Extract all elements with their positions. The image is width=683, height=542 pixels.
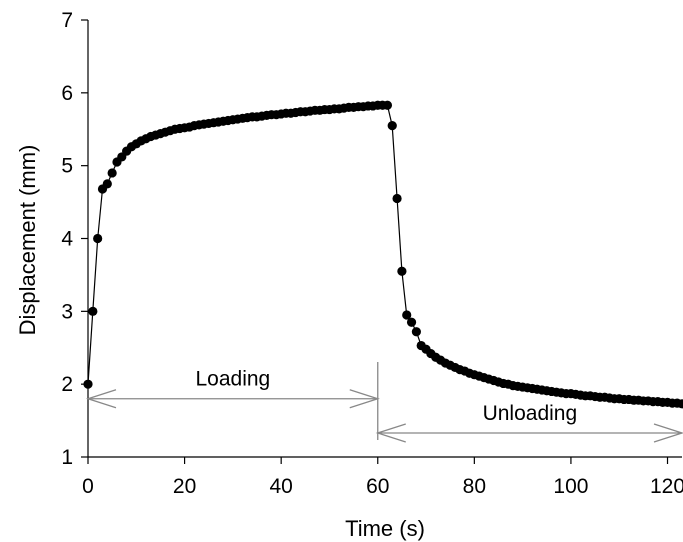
- x-tick-label: 20: [173, 475, 196, 498]
- data-points-group: [83, 100, 683, 409]
- data-line-group: [87, 104, 683, 405]
- x-tick-label: 60: [366, 475, 389, 498]
- annotation-label: Unloading: [483, 402, 578, 425]
- y-tick-label: 7: [61, 9, 73, 32]
- data-point: [402, 310, 412, 320]
- y-tick-label: 5: [61, 155, 73, 178]
- x-tick-label: 0: [82, 475, 94, 498]
- data-point: [392, 193, 402, 204]
- annotations: Loading Unloading: [85, 362, 683, 443]
- x-tick-label: 100: [553, 475, 588, 498]
- data-point: [93, 233, 103, 244]
- data-point: [102, 179, 112, 189]
- axes: 1 2 3 4 5 6 7 0 20 40 60 80 100 120: [61, 9, 683, 498]
- data-point: [88, 306, 98, 316]
- x-tick-label: 80: [463, 475, 486, 498]
- y-tick-label: 6: [61, 82, 73, 105]
- y-tick-label: 1: [61, 446, 73, 469]
- x-axis-title: Time (s): [345, 516, 425, 541]
- annotation-arrowhead-left: [85, 389, 117, 409]
- data-line: [87, 104, 683, 405]
- data-point: [387, 121, 397, 131]
- data-point: [397, 266, 407, 276]
- y-tick-label: 2: [61, 373, 73, 396]
- data-point: [677, 399, 683, 409]
- x-tick-label: 120: [650, 475, 683, 498]
- data-point: [83, 379, 93, 389]
- data-point: [411, 327, 421, 337]
- y-tick-label: 3: [61, 300, 73, 323]
- data-point: [107, 168, 117, 178]
- data-point: [406, 317, 417, 327]
- y-axis-title: Displacement (mm): [15, 145, 40, 336]
- y-tick-label: 4: [61, 228, 73, 251]
- x-tick-label: 40: [269, 475, 292, 498]
- annotation-label: Loading: [196, 368, 271, 391]
- data-point: [382, 100, 393, 110]
- annotation-arrowhead-right: [653, 423, 683, 443]
